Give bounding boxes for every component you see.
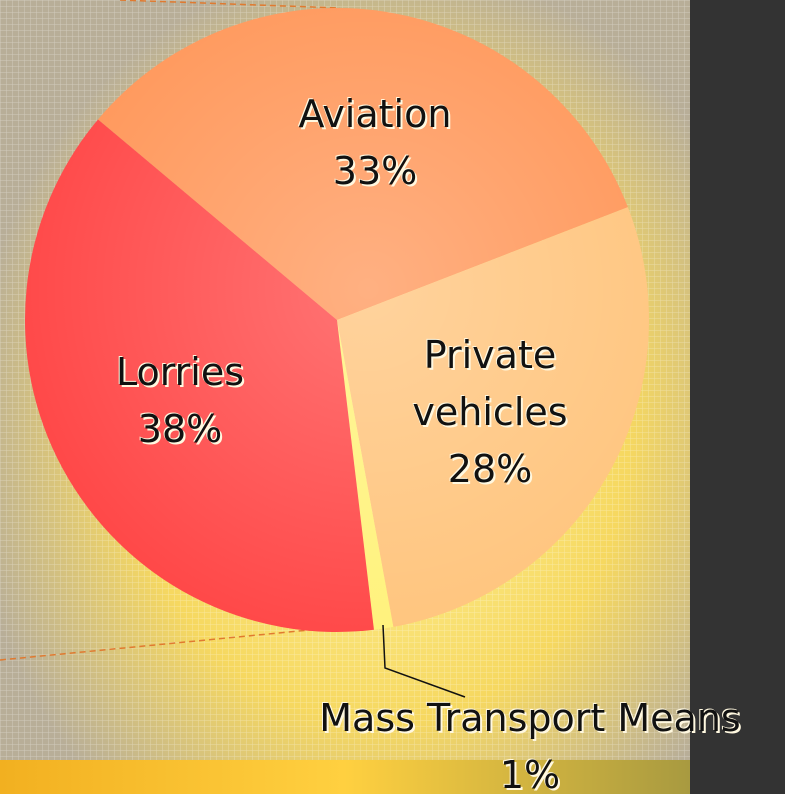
label: Lorries 38% bbox=[80, 344, 280, 458]
slice-value: 38% bbox=[137, 407, 223, 451]
slice-value: 33% bbox=[332, 149, 418, 193]
leader-line bbox=[382, 624, 466, 698]
label: Mass Transport Means 1% bbox=[280, 690, 780, 804]
slice-name: Mass Transport Means bbox=[319, 696, 741, 740]
label: Private vehicles 28% bbox=[395, 327, 585, 498]
slice-value: 1% bbox=[499, 753, 561, 797]
slice-name: Private vehicles bbox=[412, 333, 568, 434]
slice-name: Aviation bbox=[298, 92, 452, 136]
label: Aviation 33% bbox=[255, 86, 495, 200]
slice-name: Lorries bbox=[115, 350, 245, 394]
slice-value: 28% bbox=[447, 447, 533, 491]
